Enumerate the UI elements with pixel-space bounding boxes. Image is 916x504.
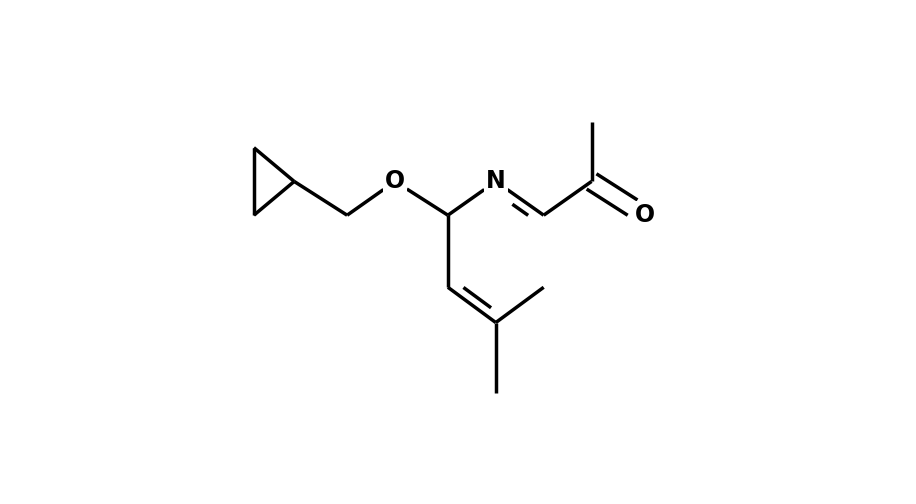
Text: N: N (485, 169, 506, 194)
Text: O: O (385, 169, 405, 194)
Text: O: O (635, 203, 655, 227)
